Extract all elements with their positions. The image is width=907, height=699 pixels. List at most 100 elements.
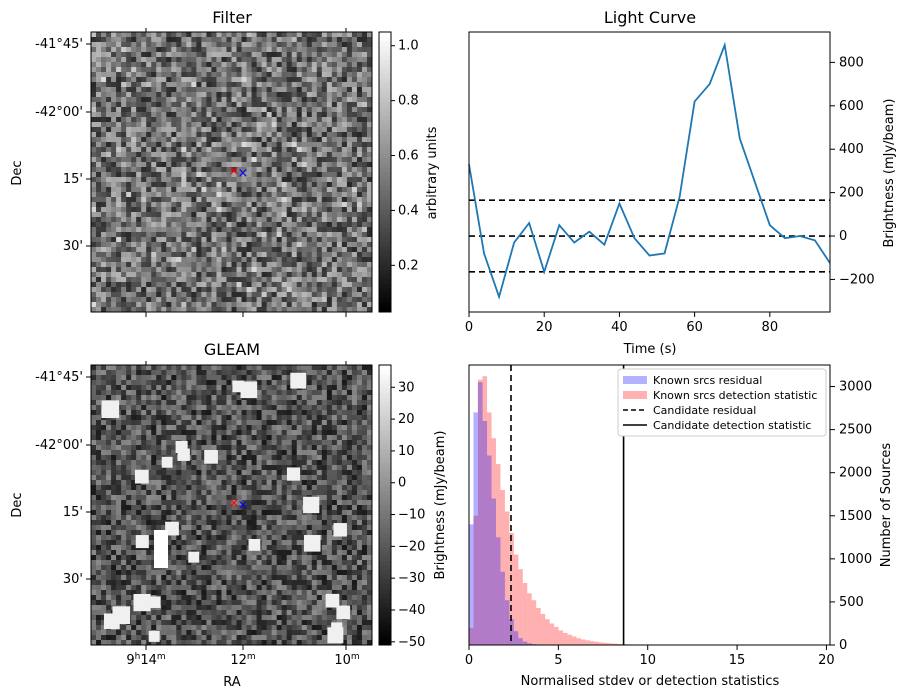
heatmap-cell: [326, 375, 333, 381]
heatmap-cell: [221, 435, 227, 441]
heatmap-cell: [361, 282, 368, 288]
heatmap-cell: [266, 425, 273, 431]
heatmap-cell: [321, 217, 328, 223]
heatmap-cell: [346, 287, 353, 293]
heatmap-cell: [166, 405, 172, 411]
heatmap-cell: [241, 197, 247, 203]
heatmap-cell: [156, 425, 162, 431]
heatmap-cell: [306, 277, 313, 283]
heatmap-cell: [121, 485, 127, 491]
heatmap-cell: [236, 177, 242, 183]
heatmap-cell: [351, 62, 358, 68]
heatmap-cell: [211, 495, 217, 501]
heatmap-cell: [311, 72, 318, 78]
heatmap-cell: [321, 365, 328, 371]
heatmap-cell: [331, 52, 338, 58]
heatmap-cell: [146, 47, 152, 53]
heatmap-cell: [276, 232, 283, 238]
heatmap-cell: [216, 107, 222, 113]
heatmap-cell: [151, 292, 157, 298]
heatmap-cell: [116, 385, 122, 391]
heatmap-cell: [261, 455, 268, 461]
heatmap-cell: [91, 410, 97, 416]
heatmap-cell: [366, 375, 373, 381]
heatmap-cell: [116, 77, 122, 83]
heatmap-cell: [211, 430, 217, 436]
heatmap-cell: [121, 102, 127, 108]
heatmap-cell: [116, 187, 122, 193]
heatmap-cell: [311, 172, 318, 178]
heatmap-cell: [306, 405, 313, 411]
heatmap-cell: [256, 212, 263, 218]
heatmap-cell: [221, 102, 227, 108]
heatmap-cell: [276, 450, 283, 456]
heatmap-cell: [196, 112, 202, 118]
heatmap-cell: [221, 42, 227, 48]
heatmap-cell: [296, 157, 303, 163]
heatmap-cell: [261, 430, 268, 436]
heatmap-cell: [221, 257, 227, 263]
heatmap-cell: [116, 132, 122, 138]
heatmap-cell: [221, 227, 227, 233]
heatmap-cell: [246, 475, 252, 481]
heatmap-cell: [271, 52, 278, 58]
heatmap-cell: [336, 187, 343, 193]
heatmap-cell: [366, 455, 373, 461]
heatmap-cell: [201, 222, 207, 228]
heatmap-cell: [346, 32, 353, 38]
heatmap-cell: [156, 410, 162, 416]
heatmap-cell: [176, 247, 182, 253]
heatmap-cell: [141, 207, 147, 213]
heatmap-cell: [91, 217, 97, 223]
heatmap-cell: [311, 375, 318, 381]
heatmap-cell: [146, 117, 152, 123]
heatmap-cell: [216, 307, 222, 313]
heatmap-cell: [101, 37, 107, 43]
heatmap-cell: [131, 227, 137, 233]
heatmap-cell: [196, 52, 202, 58]
heatmap-cell: [306, 72, 313, 78]
heatmap-cell: [221, 152, 227, 158]
heatmap-cell: [136, 232, 142, 238]
heatmap-cell: [251, 370, 257, 376]
heatmap-cell: [251, 450, 257, 456]
heatmap-cell: [301, 490, 308, 496]
heatmap-cell: [141, 247, 147, 253]
heatmap-cell: [126, 32, 132, 38]
heatmap-cell: [126, 242, 132, 248]
heatmap-cell: [151, 445, 157, 451]
heatmap-cell: [351, 137, 358, 143]
heatmap-cell: [106, 97, 112, 103]
heatmap-cell: [126, 57, 132, 63]
heatmap-cell: [286, 67, 293, 73]
heatmap-cell: [196, 510, 202, 516]
heatmap-cell: [156, 307, 162, 313]
heatmap-cell: [291, 172, 298, 178]
heatmap-cell: [181, 307, 187, 313]
heatmap-cell: [311, 117, 318, 123]
heatmap-cell: [206, 465, 212, 471]
heatmap-cell: [131, 197, 137, 203]
heatmap-cell: [341, 435, 348, 441]
heatmap-cell: [336, 217, 343, 223]
heatmap-cell: [201, 500, 207, 506]
heatmap-cell: [121, 82, 127, 88]
heatmap-cell: [331, 222, 338, 228]
heatmap-cell: [201, 232, 207, 238]
heatmap-cell: [341, 167, 348, 173]
heatmap-cell: [366, 232, 373, 238]
heatmap-cell: [286, 212, 293, 218]
heatmap-cell: [236, 307, 242, 313]
heatmap-cell: [321, 297, 328, 303]
heatmap-cell: [256, 435, 263, 441]
heatmap-cell: [356, 405, 363, 411]
heatmap-cell: [196, 222, 202, 228]
heatmap-cell: [241, 460, 247, 466]
heatmap-cell: [181, 430, 187, 436]
heatmap-cell: [276, 132, 283, 138]
heatmap-cell: [301, 405, 308, 411]
heatmap-cell: [176, 435, 182, 441]
heatmap-cell: [326, 57, 333, 63]
heatmap-cell: [181, 410, 187, 416]
heatmap-cell: [241, 510, 247, 516]
